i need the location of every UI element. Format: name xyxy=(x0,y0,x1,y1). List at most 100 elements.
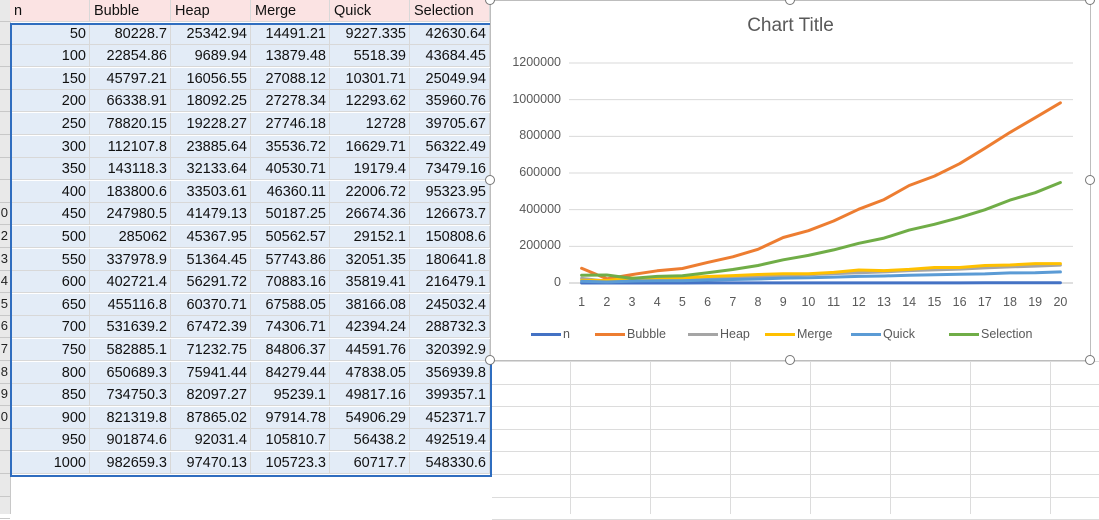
table-cell[interactable]: 40530.71 xyxy=(251,158,330,180)
table-cell[interactable]: 247980.5 xyxy=(90,203,171,225)
table-cell[interactable]: 5518.39 xyxy=(330,45,410,67)
legend-item-n[interactable]: n xyxy=(531,327,570,341)
legend-item-merge[interactable]: Merge xyxy=(765,327,832,341)
row-header-cell[interactable] xyxy=(0,68,10,90)
table-cell[interactable]: 180641.8 xyxy=(410,249,490,271)
table-cell[interactable]: 126673.7 xyxy=(410,203,490,225)
table-cell[interactable]: 54906.29 xyxy=(330,407,410,429)
table-cell[interactable]: 12728 xyxy=(330,113,410,135)
header-cell-n[interactable]: n xyxy=(10,0,90,22)
table-cell[interactable]: 43684.45 xyxy=(410,45,490,67)
table-cell[interactable]: 982659.3 xyxy=(90,452,171,474)
row-number[interactable]: 8 xyxy=(0,364,8,379)
table-cell[interactable]: 50 xyxy=(10,23,90,45)
table-cell[interactable]: 700 xyxy=(10,316,90,338)
table-cell[interactable]: 250 xyxy=(10,113,90,135)
table-cell[interactable]: 92031.4 xyxy=(171,429,251,451)
table-cell[interactable]: 650689.3 xyxy=(90,362,171,384)
table-cell[interactable]: 18092.25 xyxy=(171,90,251,112)
table-cell[interactable]: 548330.6 xyxy=(410,452,490,474)
table-cell[interactable]: 12293.62 xyxy=(330,90,410,112)
table-cell[interactable]: 56291.72 xyxy=(171,271,251,293)
table-cell[interactable]: 450 xyxy=(10,203,90,225)
table-cell[interactable]: 400 xyxy=(10,181,90,203)
table-cell[interactable]: 50187.25 xyxy=(251,203,330,225)
table-cell[interactable]: 22006.72 xyxy=(330,181,410,203)
row-number[interactable]: 3 xyxy=(0,251,8,266)
resize-handle[interactable] xyxy=(1085,355,1095,365)
table-cell[interactable]: 150808.6 xyxy=(410,226,490,248)
header-cell-selection[interactable]: Selection xyxy=(410,0,490,22)
table-cell[interactable]: 42394.24 xyxy=(330,316,410,338)
header-cell-heap[interactable]: Heap xyxy=(171,0,251,22)
row-header-cell[interactable] xyxy=(0,90,10,112)
table-cell[interactable]: 41479.13 xyxy=(171,203,251,225)
table-cell[interactable]: 14491.21 xyxy=(251,23,330,45)
table-cell[interactable]: 67472.39 xyxy=(171,316,251,338)
table-cell[interactable]: 38166.08 xyxy=(330,294,410,316)
table-cell[interactable]: 35536.72 xyxy=(251,136,330,158)
table-cell[interactable]: 600 xyxy=(10,271,90,293)
row-header-cell[interactable] xyxy=(0,158,10,180)
table-cell[interactable]: 183800.6 xyxy=(90,181,171,203)
table-cell[interactable]: 27088.12 xyxy=(251,68,330,90)
table-cell[interactable]: 337978.9 xyxy=(90,249,171,271)
table-cell[interactable]: 19179.4 xyxy=(330,158,410,180)
resize-handle[interactable] xyxy=(485,355,495,365)
table-cell[interactable]: 100 xyxy=(10,45,90,67)
table-cell[interactable]: 80228.7 xyxy=(90,23,171,45)
table-cell[interactable]: 300 xyxy=(10,136,90,158)
table-cell[interactable]: 821319.8 xyxy=(90,407,171,429)
table-cell[interactable]: 143118.3 xyxy=(90,158,171,180)
table-cell[interactable]: 452371.7 xyxy=(410,407,490,429)
table-cell[interactable]: 84806.37 xyxy=(251,339,330,361)
table-cell[interactable]: 84279.44 xyxy=(251,362,330,384)
row-number[interactable]: 7 xyxy=(0,341,8,356)
row-header-cell[interactable] xyxy=(0,0,10,22)
table-cell[interactable]: 39705.67 xyxy=(410,113,490,135)
row-header-cell[interactable] xyxy=(0,497,10,519)
table-cell[interactable]: 97470.13 xyxy=(171,452,251,474)
row-header-cell[interactable] xyxy=(0,45,10,67)
row-header-cell[interactable] xyxy=(0,136,10,158)
table-cell[interactable]: 288732.3 xyxy=(410,316,490,338)
table-cell[interactable]: 87865.02 xyxy=(171,407,251,429)
table-cell[interactable]: 850 xyxy=(10,384,90,406)
table-cell[interactable]: 16629.71 xyxy=(330,136,410,158)
table-cell[interactable]: 32133.64 xyxy=(171,158,251,180)
table-cell[interactable]: 500 xyxy=(10,226,90,248)
table-cell[interactable]: 10301.71 xyxy=(330,68,410,90)
table-cell[interactable]: 402721.4 xyxy=(90,271,171,293)
table-cell[interactable]: 56322.49 xyxy=(410,136,490,158)
table-cell[interactable]: 216479.1 xyxy=(410,271,490,293)
row-header-cell[interactable] xyxy=(0,113,10,135)
table-cell[interactable]: 78820.15 xyxy=(90,113,171,135)
table-cell[interactable]: 56438.2 xyxy=(330,429,410,451)
table-cell[interactable]: 46360.11 xyxy=(251,181,330,203)
table-cell[interactable]: 71232.75 xyxy=(171,339,251,361)
resize-handle[interactable] xyxy=(1085,175,1095,185)
table-cell[interactable]: 734750.3 xyxy=(90,384,171,406)
table-cell[interactable]: 492519.4 xyxy=(410,429,490,451)
table-cell[interactable]: 27278.34 xyxy=(251,90,330,112)
table-cell[interactable]: 320392.9 xyxy=(410,339,490,361)
resize-handle[interactable] xyxy=(785,355,795,365)
table-cell[interactable]: 60370.71 xyxy=(171,294,251,316)
table-cell[interactable]: 35960.76 xyxy=(410,90,490,112)
table-cell[interactable]: 32051.35 xyxy=(330,249,410,271)
table-cell[interactable]: 800 xyxy=(10,362,90,384)
header-cell-bubble[interactable]: Bubble xyxy=(90,0,171,22)
table-cell[interactable]: 19228.27 xyxy=(171,113,251,135)
table-cell[interactable]: 50562.57 xyxy=(251,226,330,248)
table-cell[interactable]: 245032.4 xyxy=(410,294,490,316)
table-cell[interactable]: 60717.7 xyxy=(330,452,410,474)
table-cell[interactable]: 150 xyxy=(10,68,90,90)
row-header-cell[interactable] xyxy=(0,23,10,45)
table-cell[interactable]: 350 xyxy=(10,158,90,180)
legend-item-bubble[interactable]: Bubble xyxy=(595,327,666,341)
table-cell[interactable]: 9689.94 xyxy=(171,45,251,67)
table-cell[interactable]: 33503.61 xyxy=(171,181,251,203)
table-cell[interactable]: 455116.8 xyxy=(90,294,171,316)
table-cell[interactable]: 23885.64 xyxy=(171,136,251,158)
